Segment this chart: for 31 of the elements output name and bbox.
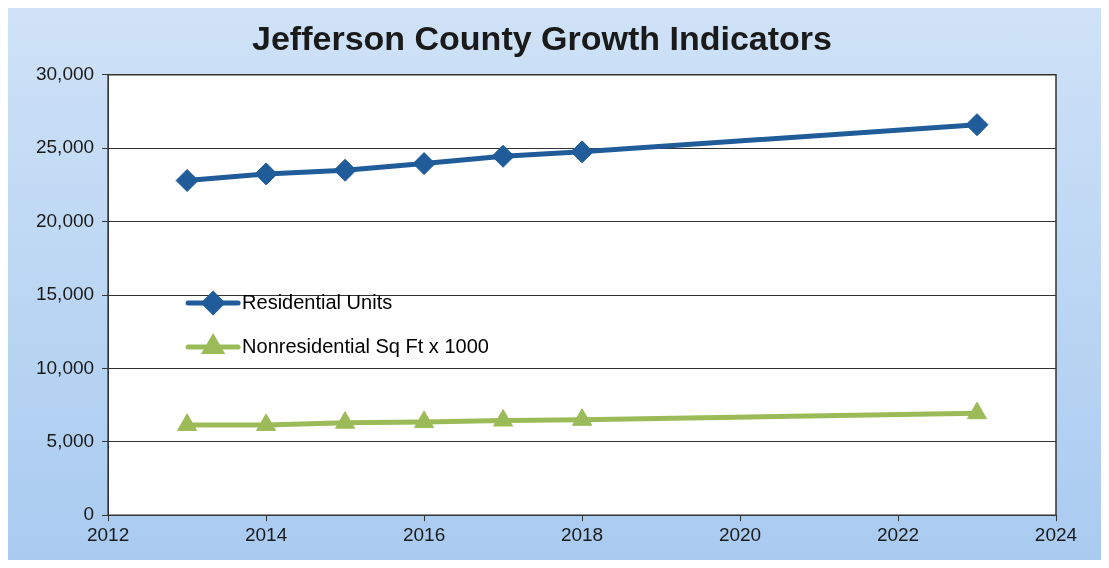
x-tick-label: 2012: [86, 523, 130, 545]
point: [570, 140, 594, 164]
x-tick-label: 2020: [718, 523, 762, 545]
x-tick-label: 2024: [1034, 523, 1078, 545]
point: [412, 152, 436, 176]
y-tick-label: 5,000: [46, 430, 95, 452]
x-tick-label: 2022: [876, 523, 920, 545]
point: [254, 162, 278, 186]
point: [175, 169, 199, 192]
point: [966, 401, 988, 420]
point: [965, 113, 989, 137]
point: [414, 410, 435, 428]
x-tick-label: 2014: [244, 523, 288, 545]
point: [493, 409, 514, 427]
chart-title: Jefferson County Growth Indicators: [252, 18, 832, 57]
y-tick-label: 25,000: [35, 136, 95, 158]
x-tick-label: 2016: [402, 523, 446, 545]
point: [333, 158, 357, 182]
x-tick-label: 2018: [560, 523, 604, 545]
point: [256, 413, 277, 431]
point: [491, 144, 515, 168]
point: [572, 408, 593, 426]
legend-label: Residential Units: [242, 290, 393, 313]
y-tick-label: 30,000: [35, 63, 95, 85]
y-tick-label: 0: [83, 503, 95, 525]
y-tick-label: 20,000: [35, 209, 95, 231]
point: [335, 411, 356, 429]
point: [177, 413, 198, 431]
y-tick-label: 15,000: [35, 283, 95, 305]
legend-label: Nonresidential Sq Ft x 1000: [242, 334, 489, 357]
y-tick-label: 10,000: [35, 356, 95, 378]
